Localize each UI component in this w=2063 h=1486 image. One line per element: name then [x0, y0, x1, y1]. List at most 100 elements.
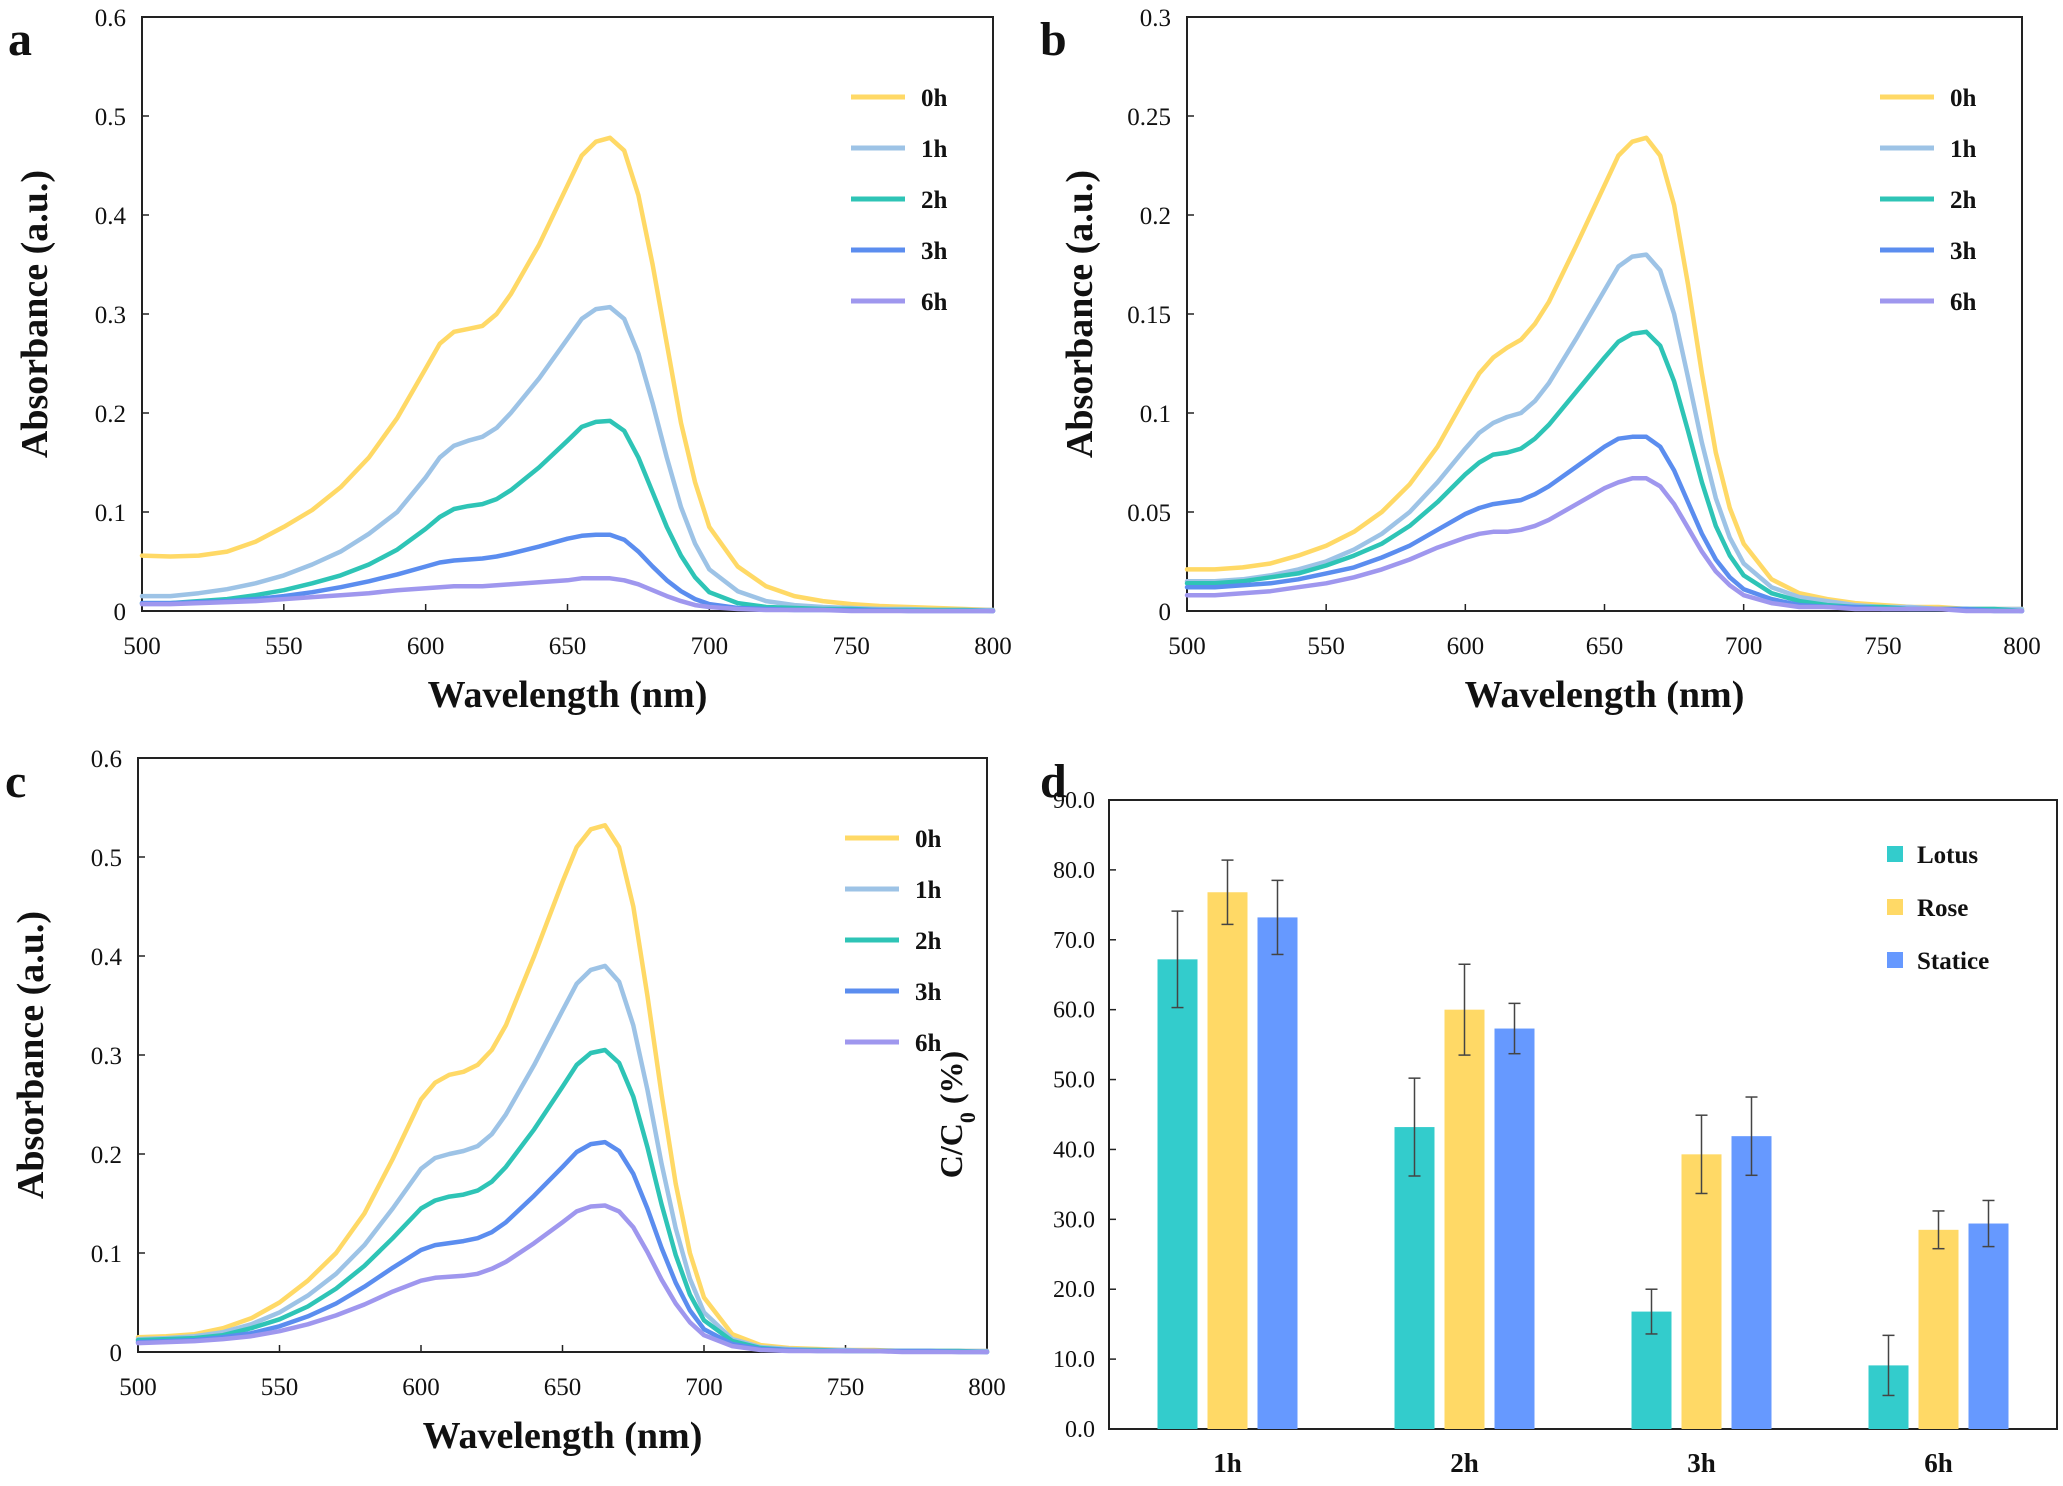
x-tick-label: 600: [1447, 633, 1485, 660]
y-tick-label: 90.0: [1053, 788, 1095, 814]
legend-label: 2h: [1950, 187, 1977, 214]
x-tick-label: 500: [119, 1374, 157, 1401]
bar-rose-2h: [1444, 1009, 1485, 1429]
y-tick-label: 0.15: [1127, 302, 1171, 329]
y-tick-label: 40.0: [1053, 1137, 1095, 1163]
series-line-1h: [139, 304, 996, 613]
y-axis-title-unit: (%): [933, 1051, 969, 1112]
category-label: 2h: [1450, 1448, 1479, 1478]
x-tick-label: 650: [1586, 633, 1624, 660]
y-axis-title-main: C/C: [933, 1123, 969, 1178]
x-axis-title: Wavelength (nm): [428, 674, 708, 716]
x-tick-label: 800: [974, 633, 1012, 660]
plot-frame: [1108, 799, 2058, 1430]
series-line-0h: [1184, 135, 2025, 612]
series-line-6h: [1184, 476, 2025, 614]
x-tick-label: 600: [407, 633, 445, 660]
series-line-2h: [135, 1047, 990, 1355]
x-tick-label: 550: [261, 1374, 299, 1401]
y-tick-label: 0: [1159, 599, 1172, 626]
x-tick-label: 700: [691, 633, 729, 660]
y-tick-label: 0.3: [95, 302, 126, 329]
y-tick-label: 0.3: [1140, 5, 1171, 32]
x-tick-label: 600: [402, 1374, 440, 1401]
legend-label: 3h: [921, 238, 948, 265]
y-tick-label: 0.05: [1127, 500, 1171, 527]
series-line-0h: [139, 135, 996, 613]
legend-label: 1h: [915, 877, 942, 904]
panel-a: a 500 550 600 650 700 750 800 0 0.1 0.2 0.3 0.4 0.5 0.…: [8, 5, 1012, 716]
x-axis-title: Wavelength (nm): [1465, 674, 1745, 716]
plot-frame: [137, 757, 988, 1353]
panel-letter: d: [1040, 755, 1067, 808]
series-line-6h: [135, 1203, 990, 1355]
y-tick-label: 0.4: [91, 944, 123, 971]
y-axis-title-subscript: 0: [955, 1112, 980, 1123]
y-axis-title: Absorbance (a.u.): [1059, 170, 1101, 458]
y-tick-label: 0.4: [95, 203, 127, 230]
category-label: 6h: [1924, 1448, 1953, 1478]
x-tick-label: 500: [1168, 633, 1206, 660]
legend-label: Rose: [1917, 895, 1968, 922]
bar-rose-6h: [1918, 1229, 1959, 1429]
panel-letter: a: [8, 13, 32, 66]
x-tick-label: 800: [2003, 633, 2041, 660]
panel-d: d 0.0 10.0 20.0 30.0 40.0 50.0 60.0 70.0 80.0 90.0…: [933, 755, 2058, 1478]
y-tick-label: 0.6: [95, 5, 126, 32]
y-tick-label: 0: [114, 599, 127, 626]
y-tick-label: 0.1: [1140, 401, 1171, 428]
series-line-1h: [135, 963, 990, 1354]
y-tick-label: 10.0: [1053, 1347, 1095, 1373]
y-tick-label: 0: [110, 1340, 123, 1367]
legend-label: Lotus: [1917, 842, 1978, 869]
y-tick-label: 0.2: [91, 1142, 122, 1169]
legend-label: 2h: [921, 187, 948, 214]
panel-b: b 500 550 600 650 700 750 800 0 0.05 0.1 0.15 0.2 0.2…: [1040, 5, 2041, 716]
panel-c: c 500 550 600 650 700 750 800 0 0.1 0.2 0.3 0.4 0.5 0.…: [5, 746, 1006, 1457]
legend-label: 0h: [1950, 85, 1977, 112]
y-tick-label: 60.0: [1053, 998, 1095, 1024]
bar-lotus-1h: [1157, 959, 1198, 1429]
category-label: 3h: [1687, 1448, 1716, 1478]
x-tick-label: 750: [1864, 633, 1902, 660]
y-tick-label: 0.5: [91, 845, 122, 872]
legend-label: 2h: [915, 928, 942, 955]
legend-label: 6h: [1950, 289, 1977, 316]
y-axis-title: Absorbance (a.u.): [14, 170, 56, 458]
panel-letter: b: [1040, 13, 1067, 66]
x-tick-label: 800: [968, 1374, 1006, 1401]
x-tick-label: 550: [265, 633, 303, 660]
plot-frame: [1186, 16, 2023, 612]
legend-label: 3h: [915, 979, 942, 1006]
legend-label: 6h: [921, 289, 948, 316]
bar-statice-6h: [1968, 1223, 2009, 1429]
y-tick-label: 0.25: [1127, 104, 1171, 131]
bar-statice-2h: [1494, 1028, 1535, 1429]
x-tick-label: 750: [827, 1374, 865, 1401]
bar-lotus-2h: [1394, 1127, 1435, 1429]
bar-statice-1h: [1257, 917, 1298, 1429]
legend-label: Statice: [1917, 948, 1989, 975]
x-tick-label: 700: [685, 1374, 723, 1401]
y-tick-label: 0.2: [1140, 203, 1171, 230]
x-tick-label: 650: [544, 1374, 582, 1401]
y-tick-label: 20.0: [1053, 1277, 1095, 1303]
series-line-2h: [1184, 329, 2025, 614]
x-tick-label: 700: [1725, 633, 1763, 660]
bar-rose-3h: [1681, 1154, 1722, 1429]
panel-letter: c: [5, 755, 26, 808]
x-tick-label: 650: [549, 633, 587, 660]
legend-label: 3h: [1950, 238, 1977, 265]
category-label: 1h: [1213, 1448, 1242, 1478]
legend-label: 1h: [921, 136, 948, 163]
x-tick-label: 550: [1307, 633, 1345, 660]
x-axis-title: Wavelength (nm): [423, 1415, 703, 1457]
y-tick-label: 0.5: [95, 104, 126, 131]
y-tick-label: 0.1: [91, 1241, 122, 1268]
bar-statice-3h: [1731, 1136, 1772, 1429]
x-tick-label: 500: [123, 633, 161, 660]
y-tick-label: 0.2: [95, 401, 126, 428]
legend-label: 1h: [1950, 136, 1977, 163]
y-tick-label: 0.3: [91, 1043, 122, 1070]
